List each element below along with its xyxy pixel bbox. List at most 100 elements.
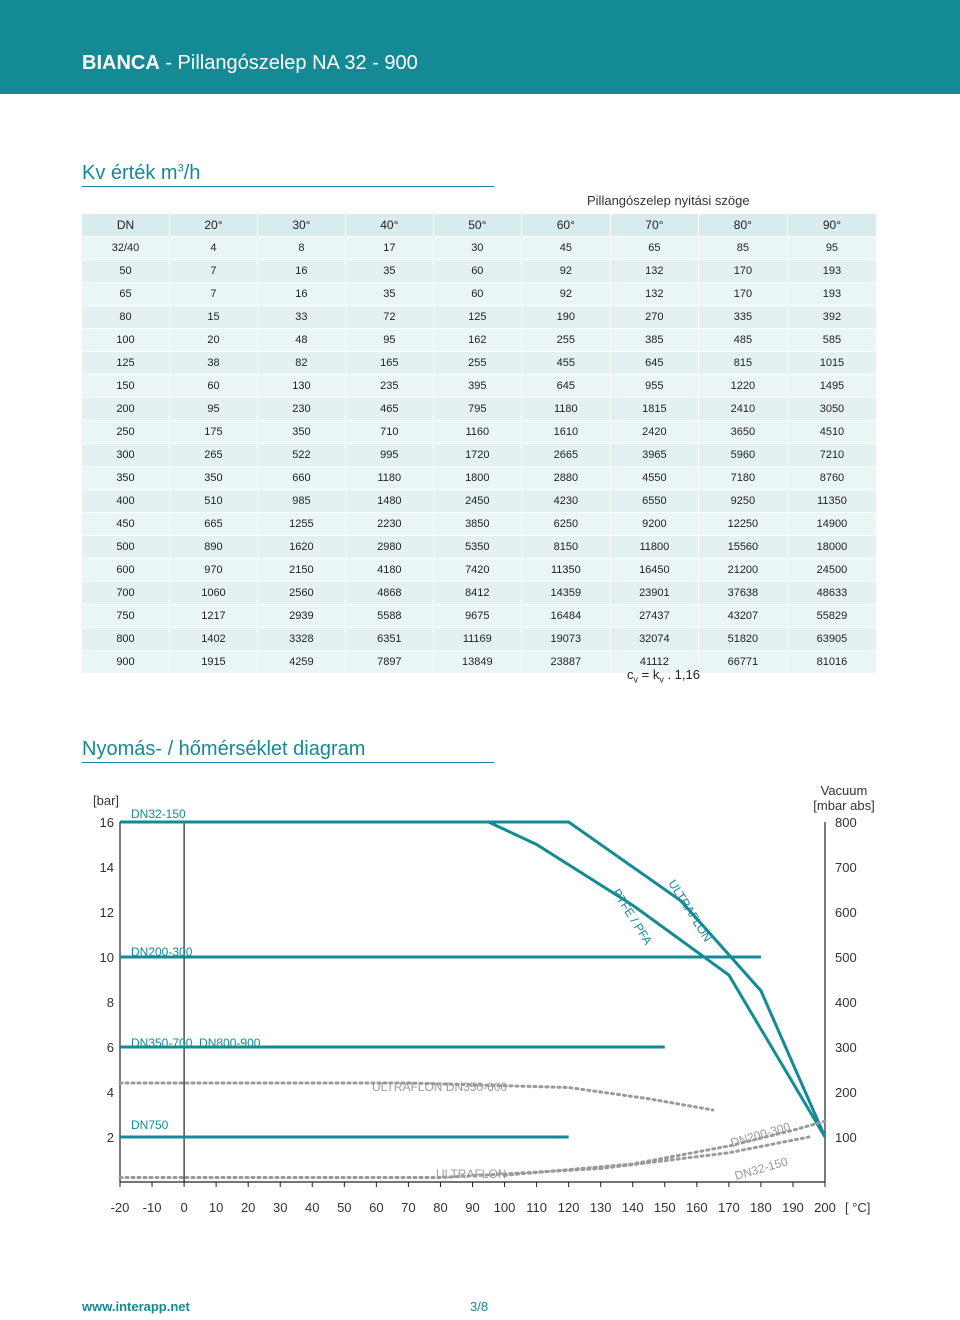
table-cell: 522 <box>257 443 346 466</box>
diagram-section-title: Nyomás- / hőmérséklet diagram <box>82 738 366 760</box>
page-title-rest: - Pillangószelep NA 32 - 900 <box>159 52 418 74</box>
table-cell: 3650 <box>698 420 788 443</box>
y2-tick-label: 500 <box>835 950 857 965</box>
table-cell: 1220 <box>698 374 788 397</box>
table-cell: 2410 <box>698 397 788 420</box>
table-row: 50 7 16 35 60 92 132 170 193 <box>82 259 877 282</box>
table-cell: 132 <box>610 282 699 305</box>
table-cell: 4868 <box>345 581 434 604</box>
table-cell: 2150 <box>257 558 346 581</box>
table-cell: 170 <box>698 259 788 282</box>
series-dotted-line <box>118 1135 811 1179</box>
table-cell: 15 <box>169 305 258 328</box>
table-cell: 710 <box>345 420 434 443</box>
table-cell: 132 <box>610 259 699 282</box>
table-cell: 665 <box>169 512 258 535</box>
x-tick-label: 120 <box>558 1200 580 1215</box>
table-cell: 970 <box>169 558 258 581</box>
table-row: 32/40 4 8 17 30 45 65 85 95 <box>82 236 877 259</box>
annotation-dn200-300: DN200-300 <box>131 945 193 959</box>
table-cell: 890 <box>169 535 258 558</box>
table-row: 150 60 130 235 395 645 955 1220 1495 <box>82 374 877 397</box>
x-tick-label: 190 <box>782 1200 804 1215</box>
table-header-cell: 20° <box>169 214 258 236</box>
table-cell: 95 <box>345 328 434 351</box>
table-cell: 1915 <box>169 650 258 673</box>
table-cell: 600 <box>82 558 170 581</box>
x-tick-label: 70 <box>401 1200 415 1215</box>
table-cell: 795 <box>433 397 522 420</box>
table-cell: 955 <box>610 374 699 397</box>
table-cell: 65 <box>82 282 170 305</box>
table-row: 250 175 350 710 1160 1610 2420 3650 4510 <box>82 420 877 443</box>
table-cell: 645 <box>521 374 611 397</box>
table-cell: 51820 <box>698 627 788 650</box>
x-tick-label: 30 <box>273 1200 287 1215</box>
table-header-cell: 80° <box>698 214 788 236</box>
series-line <box>120 820 827 1138</box>
kv-title-sup: 3 <box>177 162 184 175</box>
table-cell: 92 <box>521 259 611 282</box>
table-cell: 92 <box>521 282 611 305</box>
table-cell: 395 <box>433 374 522 397</box>
table-cell: 660 <box>257 466 346 489</box>
footer-url[interactable]: www.interapp.net <box>82 1299 190 1314</box>
table-cell: 465 <box>345 397 434 420</box>
y2-tick-label: 200 <box>835 1085 857 1100</box>
formula-tail: . 1,16 <box>663 667 700 682</box>
table-cell: 6550 <box>610 489 699 512</box>
table-cell: 230 <box>257 397 346 420</box>
y-tick-label: 16 <box>100 815 114 830</box>
table-header-cell: 50° <box>433 214 522 236</box>
x-tick-label: 90 <box>465 1200 479 1215</box>
table-row: 900 1915 4259 7897 13849 23887 41112 66771 81016 <box>82 650 877 673</box>
table-cell: 4180 <box>345 558 434 581</box>
table-cell: 95 <box>787 236 877 259</box>
table-cell: 510 <box>169 489 258 512</box>
formula-c-sub: v <box>633 674 639 685</box>
table-cell: 30 <box>433 236 522 259</box>
table-cell: 1217 <box>169 604 258 627</box>
table-cell: 82 <box>257 351 346 374</box>
table-cell: 125 <box>82 351 170 374</box>
table-cell: 645 <box>610 351 699 374</box>
table-cell: 5960 <box>698 443 788 466</box>
table-cell: 13849 <box>433 650 522 673</box>
table-cell: 23887 <box>521 650 611 673</box>
y2-tick-label: 800 <box>835 815 857 830</box>
x-tick-label: 150 <box>654 1200 676 1215</box>
table-cell: 9250 <box>698 489 788 512</box>
table-cell: 3965 <box>610 443 699 466</box>
annotation-dn32-150-vac: DN32-150 <box>733 1154 790 1183</box>
table-cell: 14359 <box>521 581 611 604</box>
table-cell: 11800 <box>610 535 699 558</box>
kv-title-tail: /h <box>183 162 201 184</box>
table-cell: 1180 <box>345 466 434 489</box>
table-cell: 255 <box>521 328 611 351</box>
annotation-dn350-700: DN350-700, DN800-900 <box>131 1036 261 1050</box>
table-cell: 4259 <box>257 650 346 673</box>
table-header-cell: 40° <box>345 214 434 236</box>
diagram-title-rule <box>82 762 494 763</box>
table-cell: 2560 <box>257 581 346 604</box>
table-cell: 385 <box>610 328 699 351</box>
x-tick-label: 10 <box>209 1200 223 1215</box>
y-axis-unit: [bar] <box>93 793 119 808</box>
table-cell: 8150 <box>521 535 611 558</box>
table-row: 450 665 1255 2230 3850 6250 9200 12250 14900 <box>82 512 877 535</box>
table-cell: 3328 <box>257 627 346 650</box>
table-cell: 16 <box>257 282 346 305</box>
table-cell: 1015 <box>787 351 877 374</box>
table-cell: 81016 <box>787 650 877 673</box>
table-cell: 7420 <box>433 558 522 581</box>
table-cell: 985 <box>257 489 346 512</box>
table-row: 600 970 2150 4180 7420 11350 16450 21200 24500 <box>82 558 877 581</box>
table-cell: 815 <box>698 351 788 374</box>
table-cell: 1720 <box>433 443 522 466</box>
table-cell: 700 <box>82 581 170 604</box>
table-cell: 1402 <box>169 627 258 650</box>
table-cell: 190 <box>521 305 611 328</box>
table-cell: 1620 <box>257 535 346 558</box>
table-row: 800 1402 3328 6351 11169 19073 32074 51820 63905 <box>82 627 877 650</box>
table-cell: 2420 <box>610 420 699 443</box>
